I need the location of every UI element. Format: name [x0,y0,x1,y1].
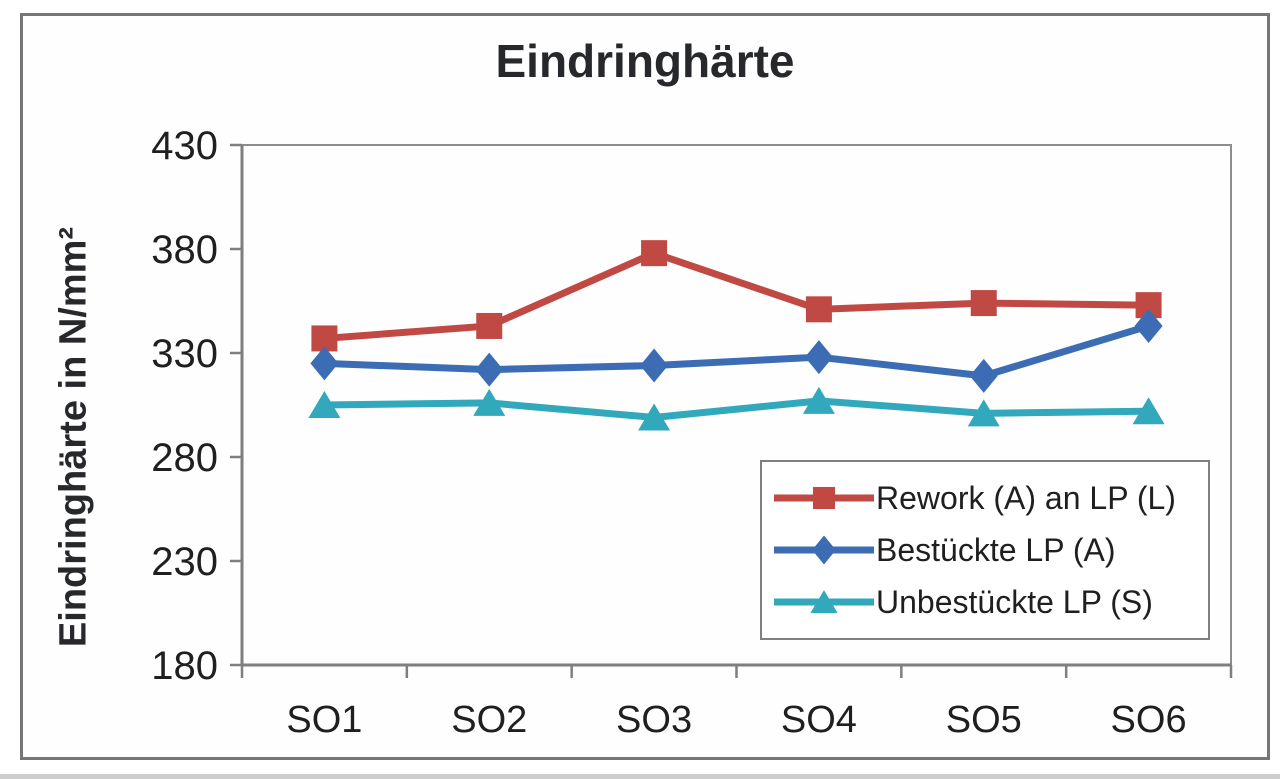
series-line [324,322,1150,380]
x-tick-label: SO2 [451,699,527,741]
x-tick-label: SO3 [616,699,692,741]
series-marker-triangle [473,388,506,416]
y-tick-label: 230 [151,540,218,584]
series-marker-triangle [308,391,341,418]
series-marker-triangle [638,403,671,431]
series-marker-diamond [310,346,339,381]
series-marker-diamond [804,340,833,375]
series-1 [310,308,1163,393]
legend-item: Bestückte LP (A) [774,530,1208,570]
series-marker-square [641,240,668,267]
legend-label: Bestückte LP (A) [876,531,1116,568]
y-tick-label: 180 [151,644,218,688]
series-marker-triangle [1132,397,1165,425]
legend-square-icon [774,486,874,510]
y-tick-label: 430 [151,124,218,168]
x-tick-label: SO5 [946,699,1022,741]
y-tick-label: 380 [151,228,218,272]
page-bottom-edge [0,774,1280,779]
series-marker-diamond [1134,308,1163,343]
series-line [324,397,1149,421]
chart-title: Eindringhärte [495,35,795,87]
x-tick-label: SO4 [781,699,857,741]
legend-label: Unbestückte LP (S) [876,583,1153,620]
legend-diamond-icon [774,535,874,565]
legend-item: Unbestückte LP (S) [774,582,1208,622]
legend-item: Rework (A) an LP (L) [774,478,1208,518]
series-marker-square [970,290,997,317]
legend-triangle-icon [774,590,874,614]
series-0 [311,240,1162,352]
y-tick-label: 280 [151,436,218,480]
series-marker-diamond [640,348,669,383]
series-marker-triangle [810,590,838,614]
x-tick-label: SO1 [286,699,362,741]
series-marker-square [805,296,832,323]
chart-legend: Rework (A) an LP (L) Bestückte LP (A) Unbe… [760,460,1210,640]
legend-label: Rework (A) an LP (L) [876,479,1176,516]
series-marker-triangle [802,386,835,414]
y-tick-label: 330 [151,332,218,376]
series-marker-square [812,486,836,510]
series-marker-diamond [475,352,504,387]
series-line [324,249,1149,342]
series-marker-diamond [969,358,998,393]
series-marker-square [476,312,503,339]
series-marker-triangle [967,399,1000,427]
series-2 [308,386,1165,431]
x-tick-label: SO6 [1111,699,1187,741]
series-marker-diamond [812,535,836,565]
